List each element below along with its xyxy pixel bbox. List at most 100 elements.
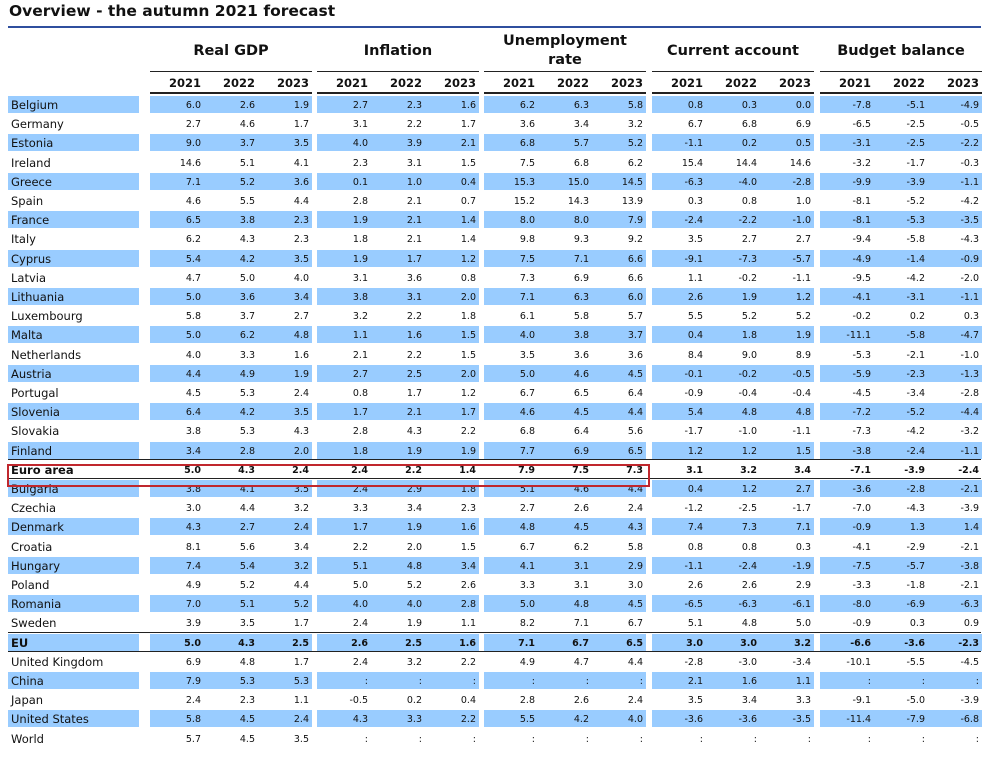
- table-cell: -3.9: [960, 695, 979, 707]
- group-header-unemployment: Unemployment rate: [484, 30, 646, 72]
- table-cell: 3.5: [258, 134, 312, 152]
- table-cell: 3.7: [592, 326, 646, 344]
- table-row: China 7.9 5.3 5.3::::::2.1 1.6 1.1:::: [0, 672, 987, 689]
- table-cell: 0.8: [741, 196, 757, 207]
- table-cell: -9.5: [852, 272, 871, 284]
- table-cell: 5.4: [150, 249, 204, 267]
- header-bottom-rule: [652, 92, 814, 94]
- table-cell: 1.8: [460, 311, 476, 323]
- table-cell: 4.2: [204, 403, 258, 421]
- table-cell: 4.0: [317, 134, 371, 152]
- table-cell: 6.4: [573, 426, 589, 438]
- group-underline: [317, 71, 479, 72]
- table-row: Greece 7.1 5.2 3.6 0.1 1.0 0.4 15.3 15.0 14.5 -6.3…: [0, 172, 987, 190]
- table-cell: -1.1: [928, 288, 982, 305]
- table-cell: -9.1: [852, 695, 871, 707]
- table-cell: 4.8: [258, 326, 312, 344]
- table-cell: 2.1: [406, 196, 422, 207]
- table-cell: 2.7: [293, 311, 309, 323]
- table-cell: 4.8: [484, 518, 538, 536]
- table-cell: 3.4: [406, 503, 422, 515]
- table-cell: 5.4: [652, 403, 706, 421]
- table-cell: 2.8: [352, 426, 368, 438]
- table-cell: 2.1: [352, 349, 368, 361]
- row-label: Japan: [11, 693, 44, 708]
- table-cell: 5.0: [484, 595, 538, 613]
- group-header-current-account: Current account: [652, 30, 814, 72]
- year-header: 2021: [335, 76, 368, 90]
- table-cell: 1.4: [928, 518, 982, 536]
- table-cell: 3.2: [740, 464, 757, 476]
- table-cell: 4.8: [538, 595, 592, 613]
- table-cell: 5.8: [573, 311, 589, 323]
- table-cell: 0.8: [352, 388, 368, 399]
- table-cell: 6.5: [592, 441, 646, 459]
- table-cell: 0.8: [741, 541, 757, 553]
- table-cell: -5.2: [874, 403, 928, 421]
- table-cell: -2.1: [906, 349, 925, 361]
- year-header: 2022: [892, 76, 925, 90]
- table-cell: 2.5: [258, 633, 312, 651]
- table-cell: :: [867, 733, 871, 745]
- table-cell: 4.3: [293, 426, 309, 438]
- table-cell: -1.1: [652, 134, 706, 152]
- table-row: Austria 4.4 4.9 1.9 2.7 2.5 2.0 5.0 4.6 4.5 -0.1 -0…: [0, 364, 987, 382]
- table-cell: 0.2: [406, 695, 422, 707]
- table-cell: -5.0: [906, 695, 925, 707]
- table-cell: 1.5: [460, 349, 476, 361]
- table-cell: 4.8: [760, 403, 814, 421]
- table-cell: 5.2: [406, 580, 422, 591]
- table-cell: 2.7: [519, 503, 535, 515]
- table-cell: -3.9: [960, 503, 979, 515]
- year-header: 2022: [389, 76, 422, 90]
- table-cell: 2.2: [406, 311, 422, 323]
- table-cell: 5.3: [239, 388, 255, 399]
- table-cell: 3.6: [406, 272, 422, 284]
- table-cell: 1.2: [652, 441, 706, 459]
- table-cell: 1.3: [874, 518, 928, 536]
- table-cell: -2.5: [874, 134, 928, 152]
- table-cell: -3.6: [874, 633, 928, 651]
- table-cell: 3.4: [150, 441, 204, 459]
- table-cell: 5.0: [239, 272, 255, 284]
- table-cell: 1.4: [459, 464, 476, 476]
- table-cell: -2.4: [874, 441, 928, 459]
- table-cell: 4.3: [238, 464, 255, 476]
- table-row: Malta 5.0 6.2 4.8 1.1 1.6 1.5 4.0 3.8 3.7 0.4 1.8 1.…: [0, 326, 987, 344]
- table-cell: -5.3: [852, 349, 871, 361]
- table-cell: 14.3: [567, 196, 589, 207]
- table-cell: 4.7: [185, 272, 201, 284]
- table-cell: 1.9: [317, 211, 371, 229]
- table-cell: -6.3: [928, 595, 982, 613]
- table-cell: 5.0: [795, 618, 811, 630]
- table-cell: -3.2: [960, 426, 979, 438]
- table-cell: 3.1: [538, 556, 592, 574]
- table-cell: 6.2: [573, 541, 589, 553]
- table-cell: 1.7: [293, 656, 309, 668]
- table-cell: -0.5: [960, 119, 979, 131]
- table-cell: 7.5: [519, 157, 535, 169]
- table-cell: 0.3: [687, 196, 703, 207]
- table-row: Germany 2.7 4.6 1.7 3.1 2.2 1.7 3.6 3.4 3.2 6.7 6.8…: [0, 115, 987, 132]
- table-cell: -5.8: [874, 326, 928, 344]
- table-cell: 6.7: [519, 388, 535, 399]
- table-cell: 7.1: [573, 618, 589, 630]
- table-cell: 3.5: [519, 349, 535, 361]
- table-cell: -11.1: [820, 326, 874, 344]
- table-cell: :: [585, 733, 589, 745]
- year-header: 2023: [276, 76, 309, 90]
- table-cell: 5.7: [627, 311, 643, 323]
- table-cell: 5.3: [258, 672, 312, 689]
- table-cell: 3.3: [519, 580, 535, 591]
- table-cell: 2.7: [741, 234, 757, 246]
- table-cell: 6.2: [204, 326, 258, 344]
- table-cell: 2.6: [204, 96, 258, 113]
- table-cell: 13.9: [621, 196, 643, 207]
- table-cell: 6.9: [573, 272, 589, 284]
- table-cell: -9.9: [820, 172, 874, 190]
- table-cell: -2.4: [652, 211, 706, 229]
- table-cell: 4.8: [371, 556, 425, 574]
- table-cell: 4.5: [592, 364, 646, 382]
- table-cell: 0.3: [795, 541, 811, 553]
- table-cell: 5.8: [185, 311, 201, 323]
